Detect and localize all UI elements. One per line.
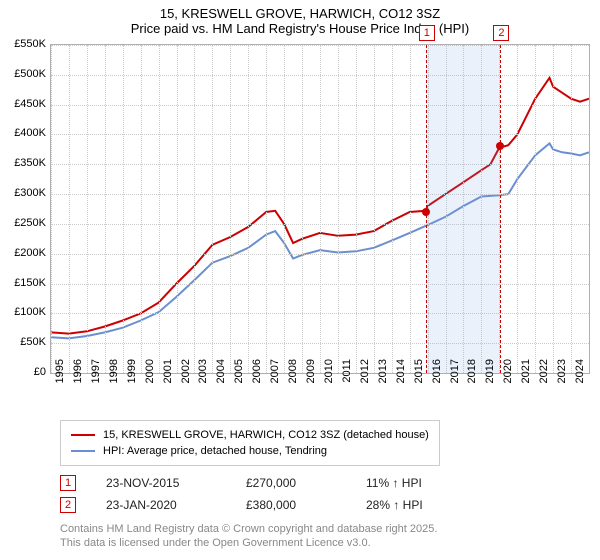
gridline-v — [212, 45, 213, 373]
x-tick-label: 2021 — [520, 359, 532, 397]
event-delta: 28% ↑ HPI — [366, 494, 423, 516]
x-tick-label: 2024 — [574, 359, 586, 397]
y-tick-label: £150K — [0, 277, 46, 289]
x-tick-label: 2017 — [449, 359, 461, 397]
x-tick-label: 1999 — [126, 359, 138, 397]
gridline-v — [410, 45, 411, 373]
x-tick-label: 2011 — [341, 359, 353, 397]
x-tick-label: 2013 — [377, 359, 389, 397]
x-tick-label: 1997 — [90, 359, 102, 397]
gridline-v — [284, 45, 285, 373]
event-line — [500, 45, 501, 373]
event-date: 23-JAN-2020 — [106, 494, 216, 516]
event-id-box: 2 — [60, 497, 76, 513]
gridline-v — [194, 45, 195, 373]
legend-label: HPI: Average price, detached house, Tend… — [103, 443, 327, 459]
x-tick-label: 2014 — [395, 359, 407, 397]
gridline-v — [553, 45, 554, 373]
legend-item: 15, KRESWELL GROVE, HARWICH, CO12 3SZ (d… — [71, 427, 429, 443]
event-marker-2: 2 — [493, 25, 509, 41]
highlight-band — [426, 45, 501, 373]
y-tick-label: £200K — [0, 247, 46, 259]
x-tick-label: 1996 — [72, 359, 84, 397]
x-tick-label: 2015 — [413, 359, 425, 397]
gridline-v — [356, 45, 357, 373]
attribution-footer: Contains HM Land Registry data © Crown c… — [60, 522, 437, 550]
x-tick-label: 2009 — [305, 359, 317, 397]
gridline-v — [141, 45, 142, 373]
y-tick-label: £550K — [0, 38, 46, 50]
gridline-v — [177, 45, 178, 373]
gridline-v — [123, 45, 124, 373]
gridline-v — [517, 45, 518, 373]
x-tick-label: 2020 — [502, 359, 514, 397]
x-tick-label: 2008 — [287, 359, 299, 397]
event-dot — [422, 208, 430, 216]
gridline-v — [320, 45, 321, 373]
event-row: 1 23-NOV-2015 £270,000 11% ↑ HPI — [60, 472, 423, 494]
y-tick-label: £100K — [0, 306, 46, 318]
footer-line2: This data is licensed under the Open Gov… — [60, 536, 437, 550]
x-tick-label: 2004 — [215, 359, 227, 397]
x-tick-label: 2006 — [251, 359, 263, 397]
event-date: 23-NOV-2015 — [106, 472, 216, 494]
y-tick-label: £50K — [0, 336, 46, 348]
gridline-v — [392, 45, 393, 373]
y-tick-label: £350K — [0, 157, 46, 169]
x-tick-label: 2012 — [359, 359, 371, 397]
gridline-v — [69, 45, 70, 373]
event-id-box: 1 — [60, 475, 76, 491]
x-tick-label: 2023 — [556, 359, 568, 397]
event-delta: 11% ↑ HPI — [366, 472, 422, 494]
gridline-v — [571, 45, 572, 373]
gridline-v — [105, 45, 106, 373]
event-price: £380,000 — [246, 494, 336, 516]
legend-label: 15, KRESWELL GROVE, HARWICH, CO12 3SZ (d… — [103, 427, 429, 443]
gridline-v — [535, 45, 536, 373]
legend-swatch — [71, 450, 95, 452]
event-marker-1: 1 — [419, 25, 435, 41]
gridline-v — [248, 45, 249, 373]
x-tick-label: 2007 — [269, 359, 281, 397]
gridline-v — [266, 45, 267, 373]
y-tick-label: £300K — [0, 187, 46, 199]
gridline-v — [159, 45, 160, 373]
gridline-v — [87, 45, 88, 373]
x-tick-label: 2005 — [233, 359, 245, 397]
gridline-v — [51, 45, 52, 373]
gridline-v — [230, 45, 231, 373]
y-tick-label: £500K — [0, 68, 46, 80]
plot-area: 12 — [50, 44, 590, 374]
legend-item: HPI: Average price, detached house, Tend… — [71, 443, 429, 459]
x-tick-label: 1995 — [54, 359, 66, 397]
y-tick-label: £0 — [0, 366, 46, 378]
x-tick-label: 2018 — [466, 359, 478, 397]
gridline-v — [338, 45, 339, 373]
chart-subtitle: Price paid vs. HM Land Registry's House … — [0, 21, 600, 40]
event-row: 2 23-JAN-2020 £380,000 28% ↑ HPI — [60, 494, 423, 516]
y-tick-label: £450K — [0, 98, 46, 110]
x-tick-label: 2000 — [144, 359, 156, 397]
gridline-v — [302, 45, 303, 373]
chart-title: 15, KRESWELL GROVE, HARWICH, CO12 3SZ — [0, 0, 600, 21]
x-tick-label: 1998 — [108, 359, 120, 397]
y-tick-label: £250K — [0, 217, 46, 229]
event-price: £270,000 — [246, 472, 336, 494]
x-tick-label: 2001 — [162, 359, 174, 397]
x-tick-label: 2022 — [538, 359, 550, 397]
footer-line1: Contains HM Land Registry data © Crown c… — [60, 522, 437, 536]
legend-swatch — [71, 434, 95, 436]
event-table: 1 23-NOV-2015 £270,000 11% ↑ HPI 2 23-JAN-202… — [60, 472, 423, 516]
x-tick-label: 2016 — [431, 359, 443, 397]
legend: 15, KRESWELL GROVE, HARWICH, CO12 3SZ (d… — [60, 420, 440, 466]
x-tick-label: 2003 — [197, 359, 209, 397]
y-tick-label: £400K — [0, 127, 46, 139]
event-dot — [496, 142, 504, 150]
chart-container: 15, KRESWELL GROVE, HARWICH, CO12 3SZ Pr… — [0, 0, 600, 560]
x-tick-label: 2019 — [484, 359, 496, 397]
gridline-v — [374, 45, 375, 373]
x-tick-label: 2010 — [323, 359, 335, 397]
x-tick-label: 2002 — [180, 359, 192, 397]
